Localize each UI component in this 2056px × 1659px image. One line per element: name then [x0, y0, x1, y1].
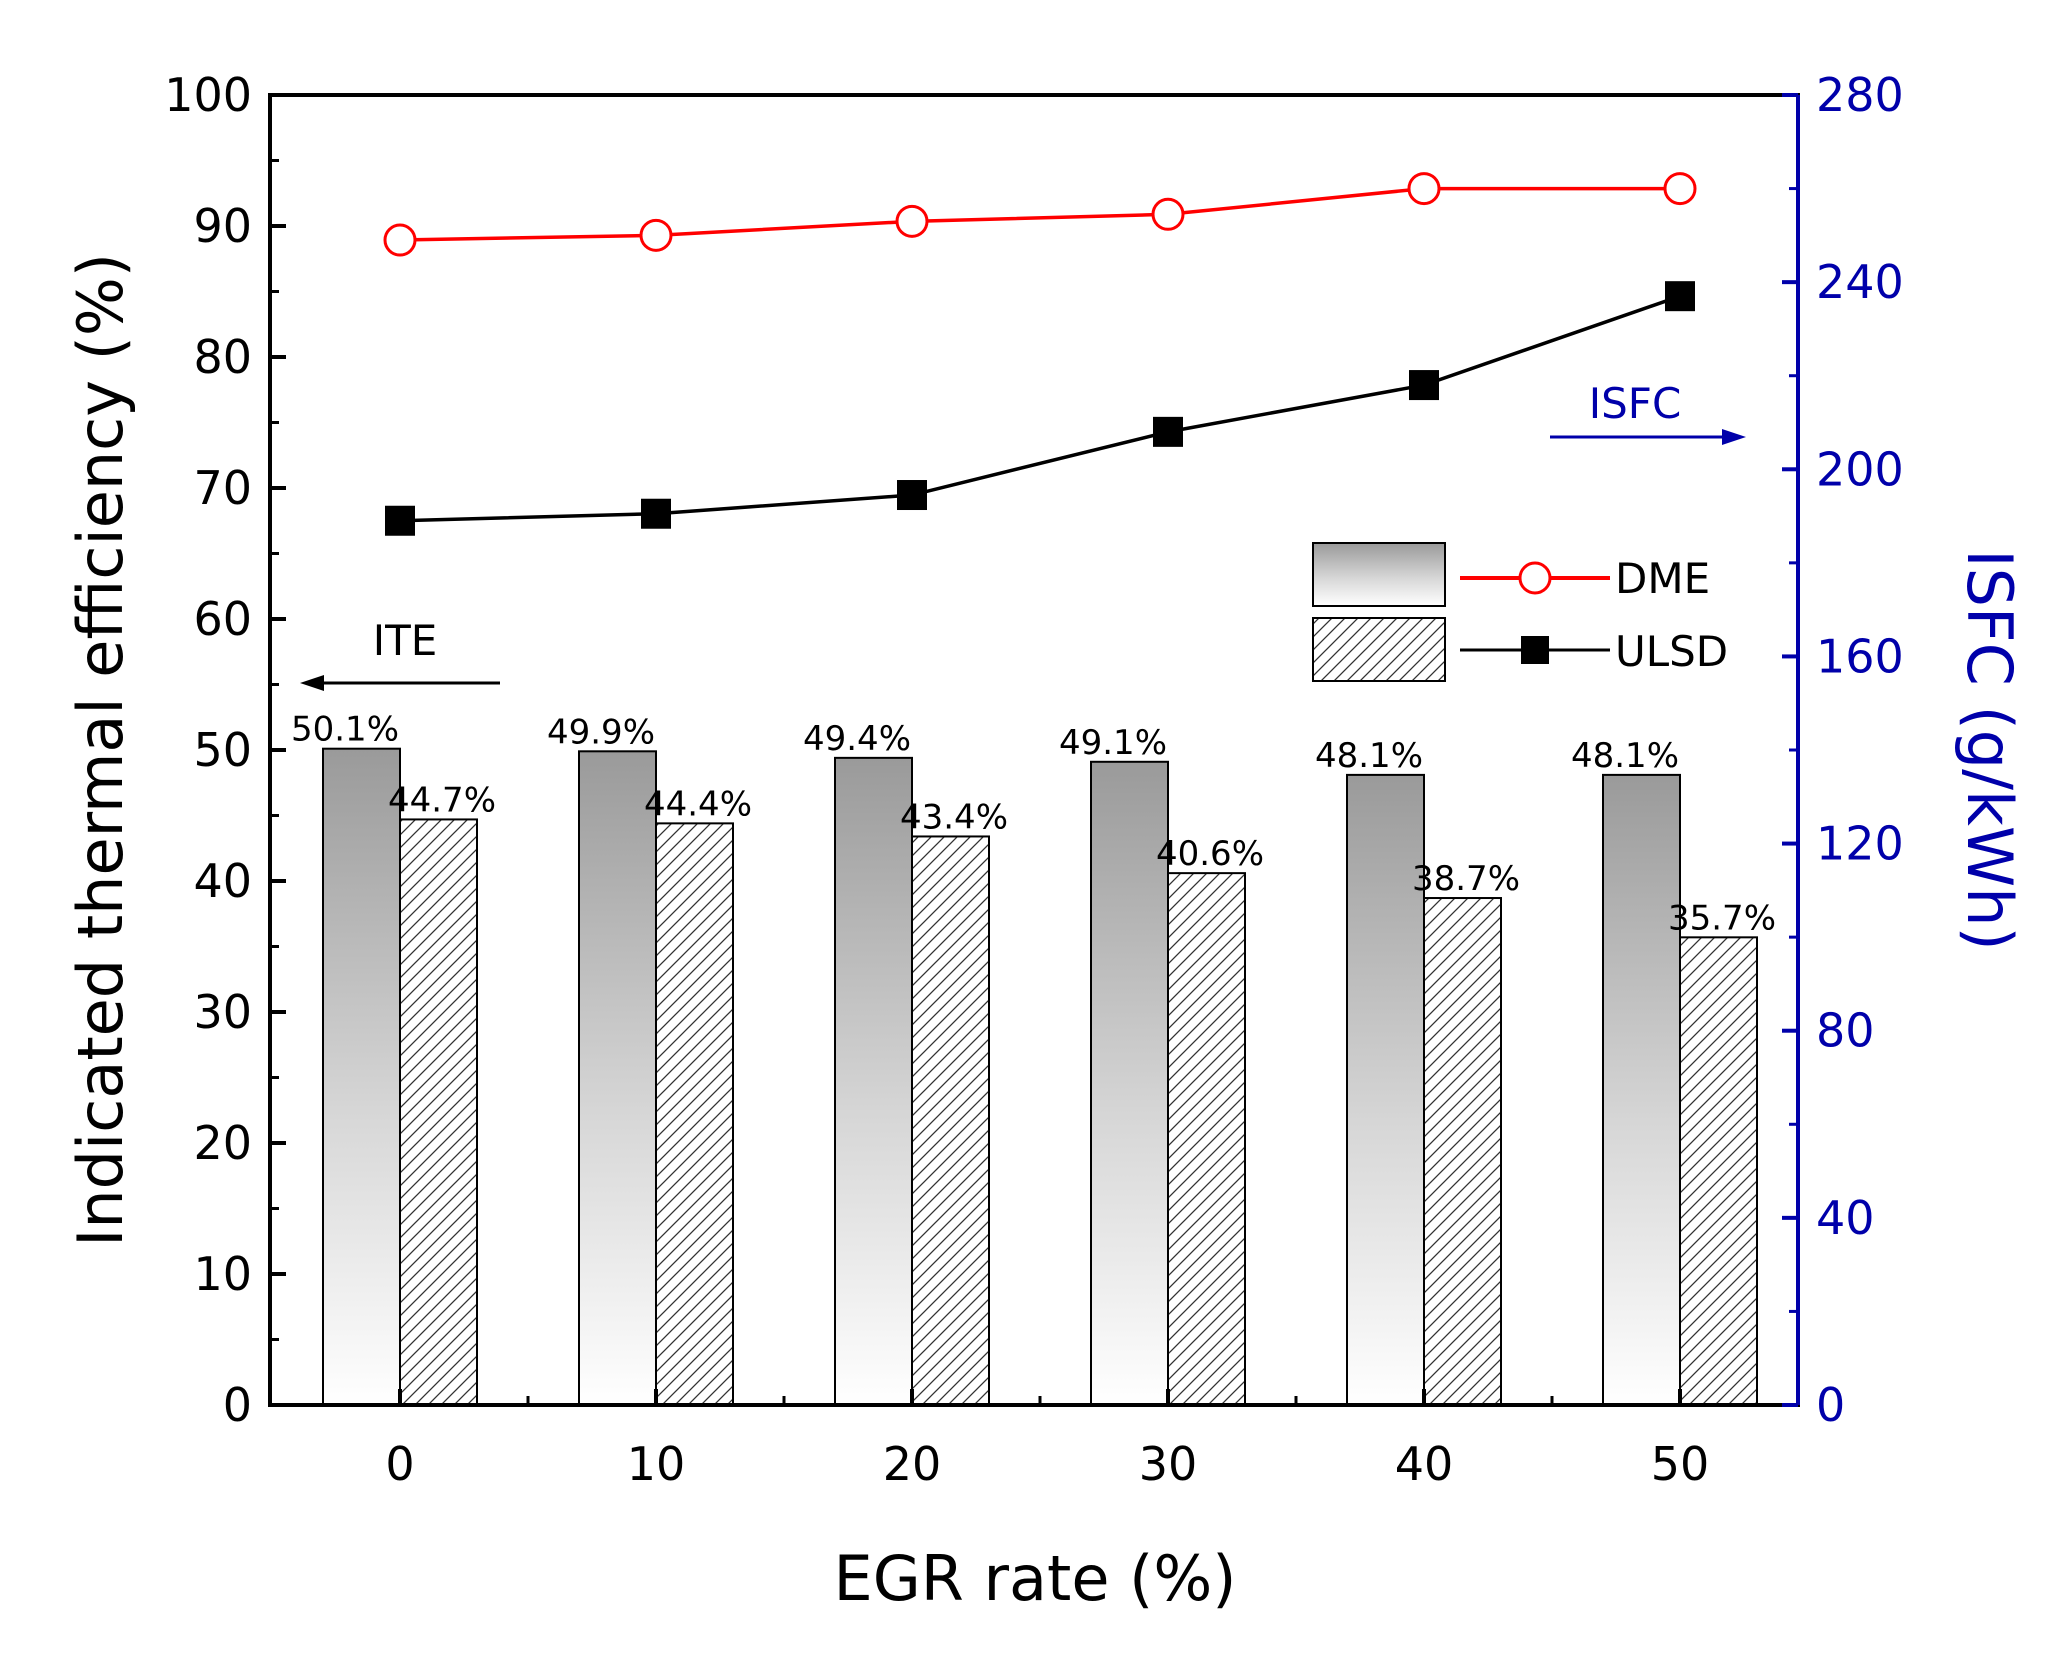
bar-dme-30 [1090, 760, 1169, 1406]
bar-ulsd-0 [399, 818, 478, 1406]
point-ulsd-50 [1665, 281, 1695, 312]
bar-dme-50 [1602, 773, 1681, 1406]
right-tick-label-160: 160 [1816, 629, 1904, 683]
x-axis-title: EGR rate (%) [834, 1542, 1237, 1615]
point-dme-20 [895, 204, 929, 238]
x-tick-label-50: 50 [1651, 1437, 1710, 1491]
right-tick-label-0: 0 [1816, 1378, 1845, 1432]
point-ulsd-10 [641, 498, 671, 529]
legend-marker-dme [1518, 561, 1552, 595]
point-dme-30 [1151, 197, 1185, 231]
point-ulsd-20 [897, 480, 927, 511]
bar-dme-0 [322, 747, 401, 1406]
right-axis-title: ISFC (g/kWh) [1953, 549, 2026, 950]
x-tick-label-20: 20 [883, 1437, 942, 1491]
left-tick-label-50: 50 [193, 723, 252, 777]
axes-layer: 0102030405060708090100040801201602002402… [164, 68, 1904, 1491]
left-tick-label-60: 60 [193, 592, 252, 646]
legend-label-dme: DME [1615, 554, 1710, 603]
right-tick-label-240: 240 [1816, 255, 1904, 309]
left-tick-label-0: 0 [223, 1378, 252, 1432]
x-tick-label-0: 0 [385, 1437, 414, 1491]
bar-ulsd-10 [655, 822, 734, 1406]
point-dme-0 [383, 223, 417, 257]
plot-frame [268, 93, 1800, 1407]
bar-label-ulsd-30: 40.6% [1156, 834, 1264, 874]
bar-label-ulsd-0: 44.7% [388, 780, 496, 820]
isfc-arrow [1550, 429, 1746, 445]
point-ulsd-40 [1409, 370, 1439, 401]
legend-label-ulsd: ULSD [1615, 627, 1728, 676]
left-tick-label-20: 20 [193, 1116, 252, 1170]
legend-marker-ulsd [1521, 636, 1549, 664]
bar-label-dme-20: 49.4% [803, 719, 911, 759]
bar-dme-20 [834, 756, 913, 1406]
ite-arrow [300, 675, 500, 691]
right-tick-label-120: 120 [1816, 817, 1904, 871]
bar-ulsd-40 [1423, 897, 1502, 1407]
bar-ulsd-30 [1167, 872, 1246, 1406]
left-tick-label-80: 80 [193, 330, 252, 384]
lines-layer [383, 172, 1697, 536]
bar-label-ulsd-20: 43.4% [900, 797, 1008, 837]
x-tick-label-40: 40 [1395, 1437, 1454, 1491]
bar-label-dme-50: 48.1% [1571, 736, 1679, 776]
right-tick-label-280: 280 [1816, 68, 1904, 122]
point-dme-10 [639, 218, 673, 252]
bar-label-dme-0: 50.1% [291, 710, 399, 750]
bar-ulsd-20 [911, 835, 990, 1406]
x-tick-label-10: 10 [627, 1437, 686, 1491]
bar-label-dme-30: 49.1% [1059, 723, 1167, 763]
ite-annotation: ITE [373, 616, 438, 665]
bar-dme-40 [1346, 773, 1425, 1406]
bar-label-ulsd-50: 35.7% [1668, 898, 1776, 938]
left-tick-label-40: 40 [193, 854, 252, 908]
bar-label-dme-10: 49.9% [547, 712, 655, 752]
bar-label-dme-40: 48.1% [1315, 736, 1423, 776]
left-tick-label-30: 30 [193, 985, 252, 1039]
bar-ulsd-50 [1679, 936, 1758, 1407]
point-ulsd-30 [1153, 416, 1183, 447]
right-tick-label-80: 80 [1816, 1004, 1875, 1058]
bars-layer [322, 747, 1758, 1407]
left-axis-title: Indicated thermal efficiency (%) [64, 253, 137, 1247]
bar-label-ulsd-10: 44.4% [644, 784, 752, 824]
left-tick-label-10: 10 [193, 1247, 252, 1301]
x-tick-label-30: 30 [1139, 1437, 1198, 1491]
bar-dme-10 [578, 750, 657, 1406]
point-ulsd-0 [385, 505, 415, 536]
left-tick-label-100: 100 [164, 68, 252, 122]
right-tick-label-200: 200 [1816, 442, 1904, 496]
legend-swatch-ulsd-bar [1312, 617, 1446, 682]
line-ulsd [399, 294, 1681, 523]
line-dme [399, 186, 1680, 242]
right-tick-label-40: 40 [1816, 1191, 1875, 1245]
legend: DME ULSD [1312, 542, 1728, 682]
legend-swatch-dme-bar [1312, 542, 1446, 607]
isfc-annotation: ISFC [1589, 379, 1682, 428]
bar-label-ulsd-40: 38.7% [1412, 859, 1520, 899]
point-dme-40 [1407, 172, 1441, 206]
left-tick-label-90: 90 [193, 199, 252, 253]
left-tick-label-70: 70 [193, 461, 252, 515]
bar-labels-layer: 50.1% 49.9% 49.4% 49.1% 48.1% 48.1% 44.7% 44.4%… [291, 710, 1776, 939]
point-dme-50 [1663, 172, 1697, 206]
